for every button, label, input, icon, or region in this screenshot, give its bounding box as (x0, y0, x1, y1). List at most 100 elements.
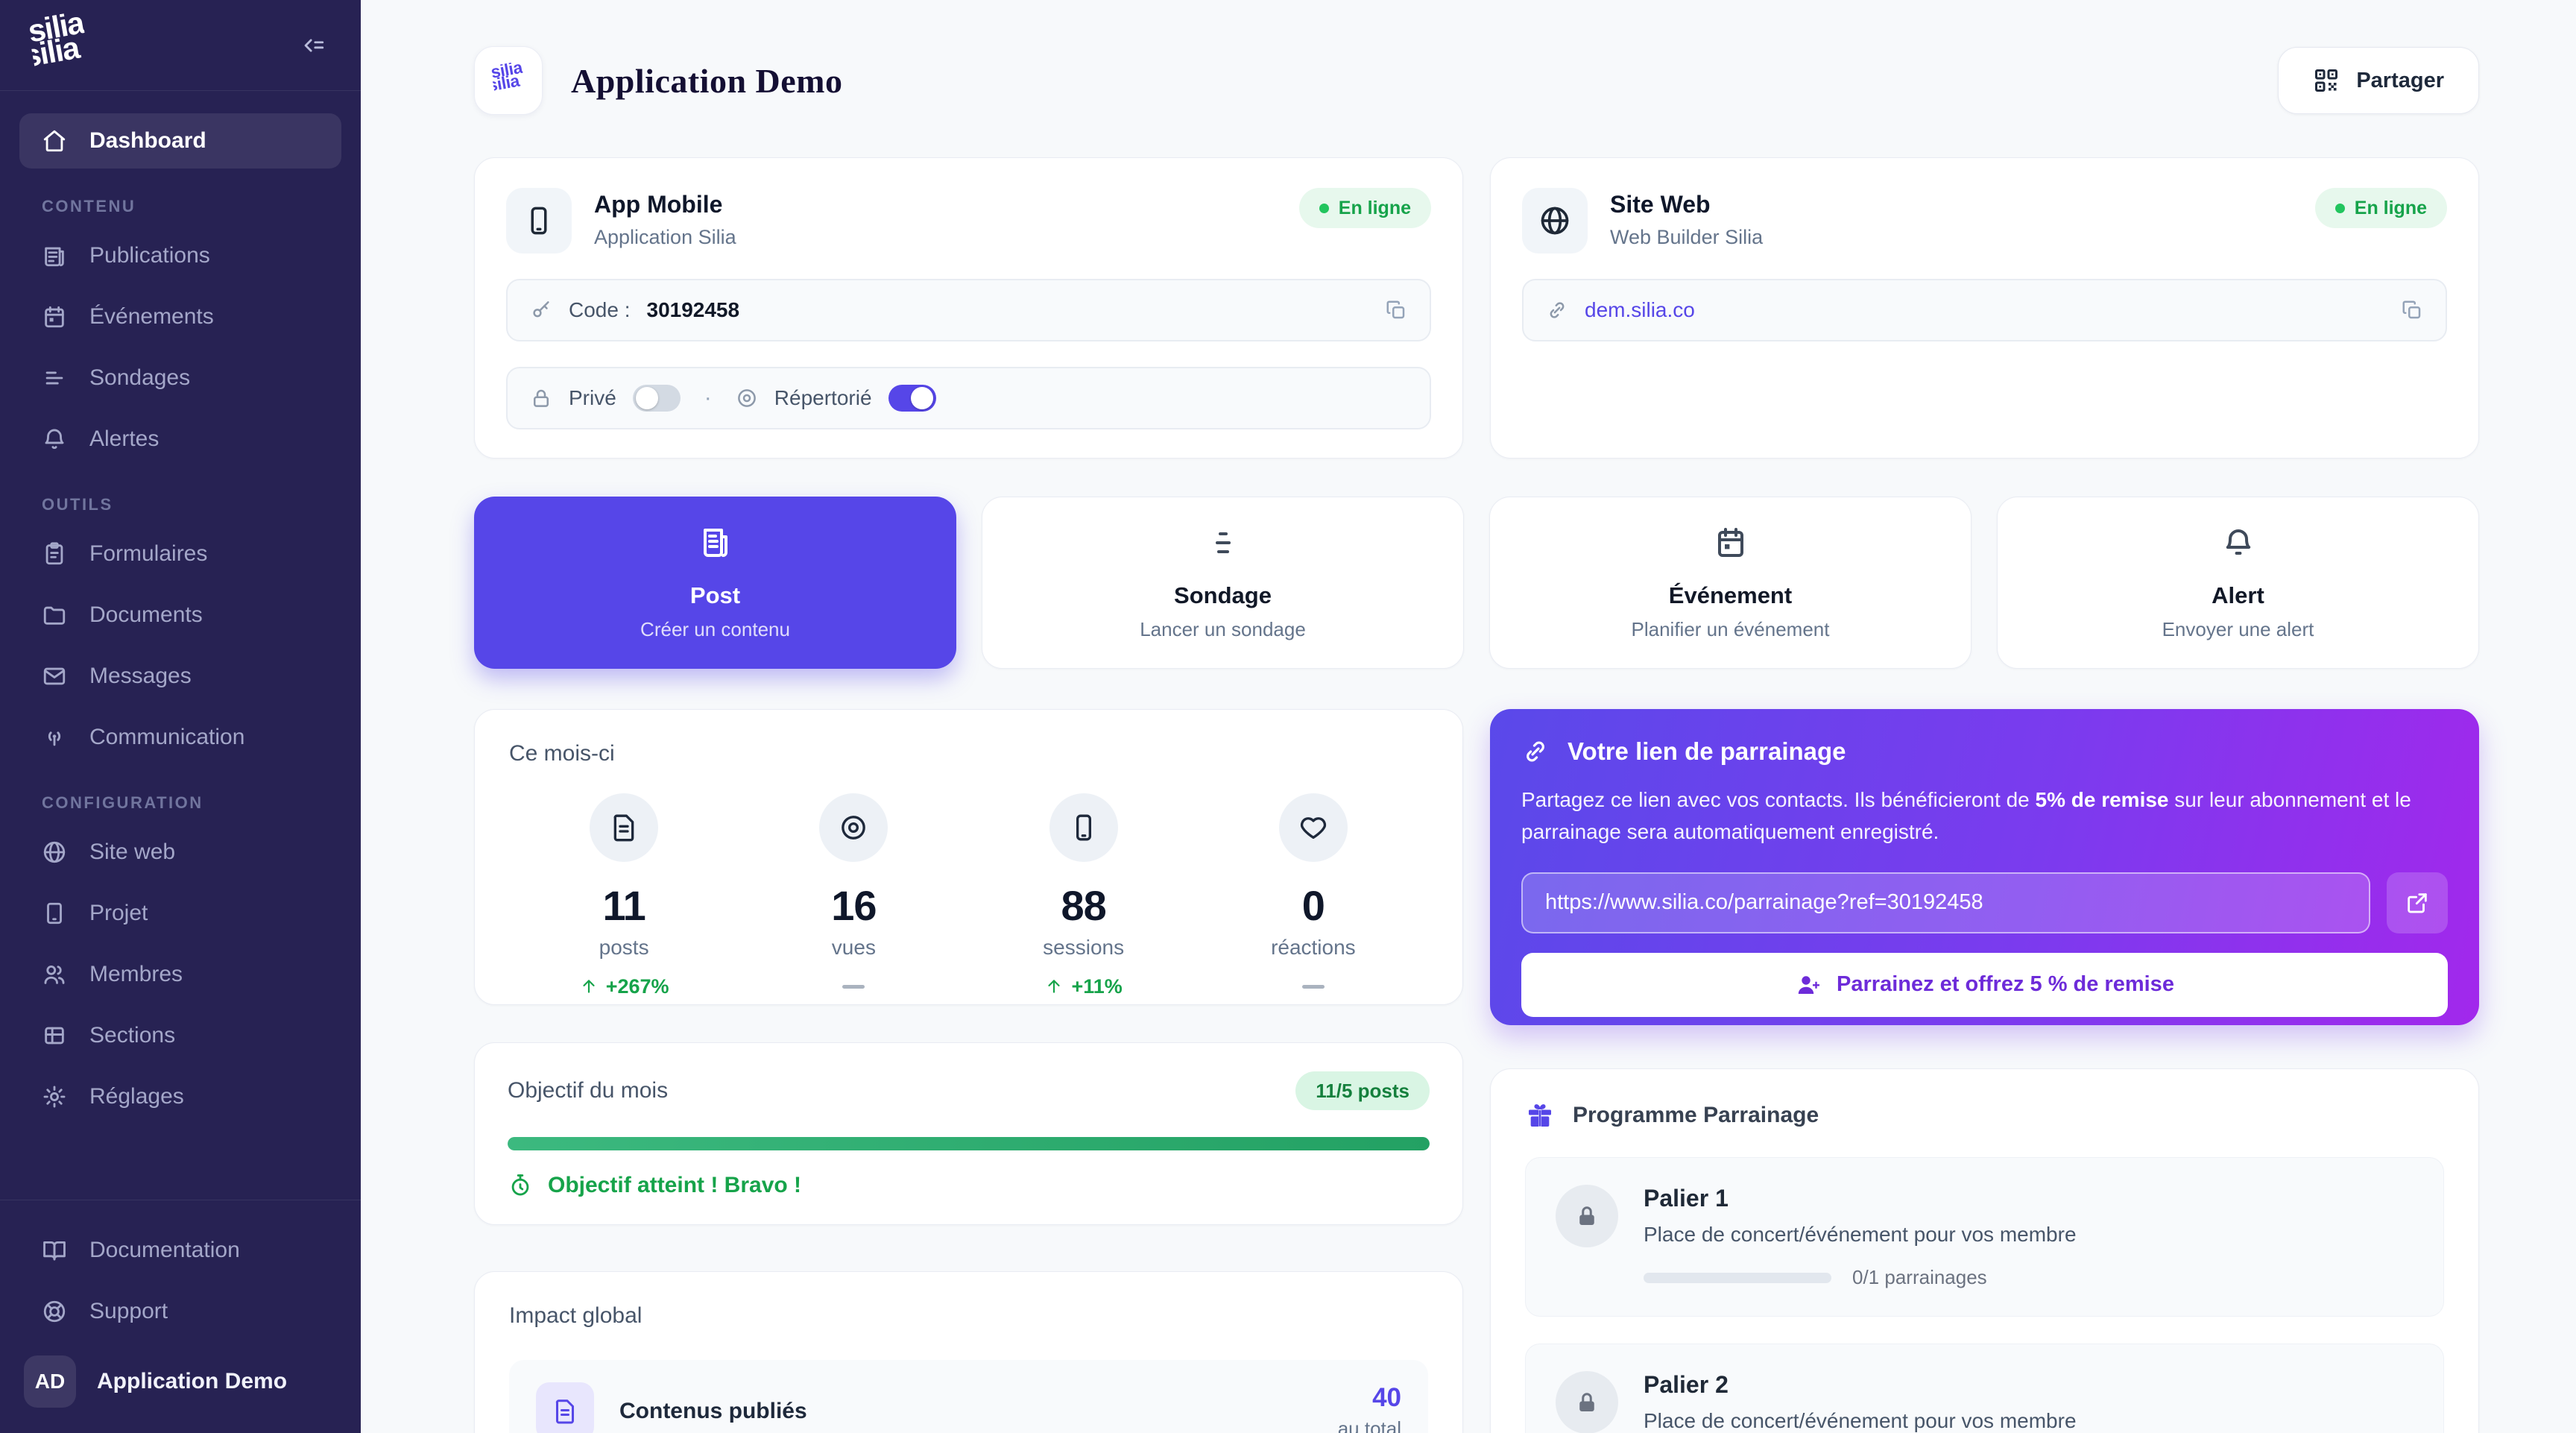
private-toggle[interactable] (632, 385, 681, 412)
sidebar-item-documentation[interactable]: Documentation (19, 1223, 341, 1278)
sidebar-item-sondages[interactable]: Sondages (19, 350, 341, 406)
impact-label: Contenus publiés (619, 1399, 807, 1423)
user-plus-icon (1798, 976, 1820, 994)
site-link[interactable]: dem.silia.co (1585, 298, 1695, 321)
bell-icon (2220, 525, 2256, 564)
lock-icon (1556, 1371, 1618, 1433)
gift-icon (1529, 1104, 1551, 1127)
workspace-profile[interactable]: AD Application Demo (19, 1355, 341, 1408)
open-referral-link-button[interactable] (2387, 872, 2448, 933)
stat-vues: 16 vues (739, 793, 968, 998)
sidebar-header: silia silia (0, 0, 361, 91)
sidebar-item-label: Documentation (89, 1238, 240, 1262)
sidebar-item-label: Membres (89, 962, 183, 986)
poll-icon (1205, 525, 1241, 564)
card-title: Ce mois-ci (509, 741, 615, 766)
code-value: 30192458 (646, 298, 740, 321)
smartphone-icon (1049, 793, 1118, 862)
tier-description: Place de concert/événement pour vos memb… (1644, 1223, 2077, 1246)
copy-link-button[interactable] (2401, 299, 2423, 321)
action-subtitle: Planifier un événement (1631, 617, 1830, 640)
silia-logo-text-echo: silia (490, 71, 521, 96)
sidebar-collapse-icon[interactable] (297, 29, 329, 62)
left-column: Ce mois-ci 11 posts +267% (474, 709, 1463, 1433)
sidebar-item-label: Sections (89, 1023, 176, 1048)
sidebar-item-publications[interactable]: Publications (19, 228, 341, 283)
copy-icon (1386, 300, 1405, 319)
referral-title: Votre lien de parrainage (1521, 737, 2448, 766)
app-mobile-card: App Mobile Application Silia En ligne Co… (474, 157, 1463, 459)
sidebar-item-evenements[interactable]: Événements (19, 289, 341, 344)
sidebar-item-reglages[interactable]: Réglages (19, 1069, 341, 1124)
site-web-card: Site Web Web Builder Silia En ligne dem.… (1490, 157, 2479, 459)
copy-code-button[interactable] (1385, 299, 1407, 321)
sidebar-item-membres[interactable]: Membres (19, 947, 341, 1002)
monthly-goal-card: Objectif du mois 11/5 posts Objectif att… (474, 1042, 1463, 1225)
sidebar-item-messages[interactable]: Messages (19, 649, 341, 704)
sidebar: silia silia Dashboard CONTENU Publicatio… (0, 0, 361, 1433)
folder-icon (43, 606, 66, 625)
sidebar-item-dashboard[interactable]: Dashboard (19, 113, 341, 169)
listed-toggle[interactable] (888, 385, 936, 412)
gear-icon (43, 1086, 66, 1108)
sidebar-item-sections[interactable]: Sections (19, 1008, 341, 1063)
action-label: Événement (1668, 582, 1793, 608)
action-label: Post (689, 582, 741, 608)
send-alert-button[interactable]: Alert Envoyer une alert (1997, 497, 2479, 669)
external-link-icon (2408, 893, 2427, 913)
sidebar-item-communication[interactable]: Communication (19, 710, 341, 765)
card-subtitle: Web Builder Silia (1610, 226, 1764, 248)
status-label: En ligne (1338, 197, 1411, 218)
referral-url-input[interactable] (1521, 872, 2370, 933)
lock-icon (1556, 1185, 1618, 1247)
goal-message-text: Objectif atteint ! Bravo ! (548, 1173, 802, 1197)
share-button[interactable]: Partager (2278, 47, 2479, 114)
stat-delta-value: +11% (1071, 974, 1123, 998)
sidebar-item-label: Projet (89, 901, 148, 925)
sidebar-item-site-web[interactable]: Site web (19, 825, 341, 880)
page-header: silia silia Application Demo Partager (474, 46, 2479, 115)
sidebar-item-formulaires[interactable]: Formulaires (19, 526, 341, 582)
link-icon (1550, 302, 1565, 318)
impact-value: 40 (1372, 1382, 1401, 1412)
main-content: silia silia Application Demo Partager Ap… (361, 0, 2576, 1433)
sidebar-item-documents[interactable]: Documents (19, 588, 341, 643)
private-label: Privé (569, 386, 616, 409)
create-post-button[interactable]: Post Créer un contenu (474, 497, 956, 669)
refer-button-label: Parrainez et offrez 5 % de remise (1837, 972, 2174, 997)
toggle-knob (635, 387, 658, 409)
status-badge: En ligne (1298, 188, 1431, 228)
sidebar-item-support[interactable]: Support (19, 1284, 341, 1339)
no-change-dash-icon (1301, 984, 1325, 989)
arrow-up-icon (583, 980, 595, 993)
create-event-button[interactable]: Événement Planifier un événement (1489, 497, 1972, 669)
mail-icon (43, 667, 66, 685)
tier-1: Palier 1 Place de concert/événement pour… (1525, 1157, 2444, 1317)
stat-label: vues (831, 936, 876, 959)
referral-desc-part: sur leur abonnement et le parrainage ser… (1521, 788, 2411, 844)
stat-label: sessions (1043, 936, 1125, 959)
sidebar-item-alertes[interactable]: Alertes (19, 412, 341, 467)
app-logo-badge: silia silia (474, 46, 543, 115)
sidebar-item-label: Site web (89, 840, 176, 864)
lock-icon (534, 389, 549, 407)
sidebar-item-label: Communication (89, 725, 245, 749)
stat-delta (1199, 974, 1428, 998)
life-buoy-icon (43, 1300, 66, 1323)
silia-logo: silia silia (26, 10, 91, 81)
monthly-stats-card: Ce mois-ci 11 posts +267% (474, 709, 1463, 1005)
card-title: App Mobile (594, 191, 723, 218)
globe-icon (43, 841, 66, 863)
refer-button[interactable]: Parrainez et offrez 5 % de remise (1521, 952, 2448, 1017)
arrow-up-icon (1048, 980, 1061, 993)
globe-icon (1522, 188, 1588, 253)
poll-icon (45, 371, 63, 385)
users-icon (44, 965, 65, 984)
status-badge: En ligne (2314, 188, 2447, 228)
stat-value: 11 (602, 882, 646, 929)
sidebar-item-projet[interactable]: Projet (19, 886, 341, 941)
goal-progress-track (508, 1137, 1430, 1150)
silia-logo-text-echo: silia (26, 29, 82, 74)
create-poll-button[interactable]: Sondage Lancer un sondage (982, 497, 1464, 669)
sidebar-item-label: Messages (89, 664, 192, 688)
